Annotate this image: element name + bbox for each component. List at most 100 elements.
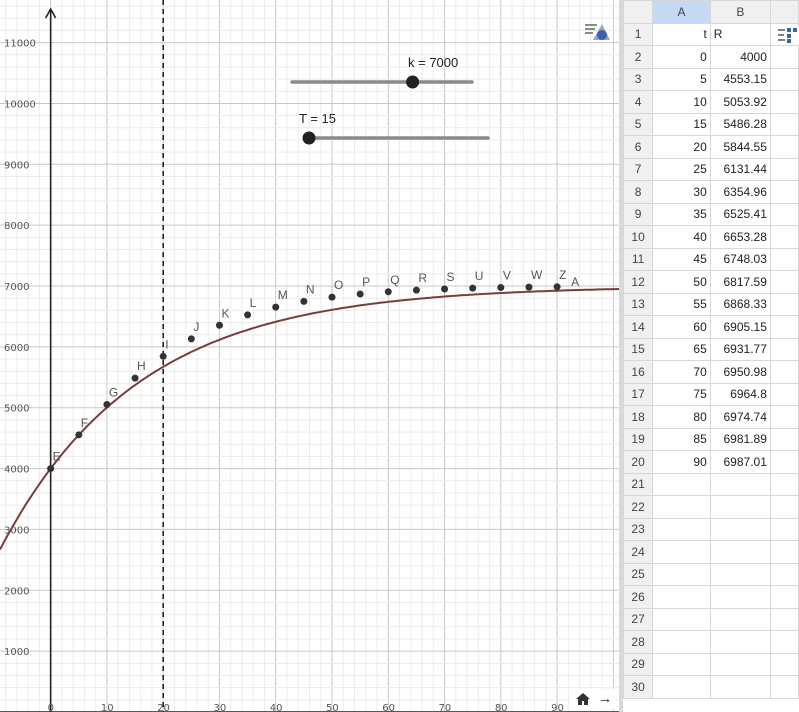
data-point[interactable] xyxy=(384,288,392,296)
home-button[interactable] xyxy=(570,689,596,709)
corner-cell[interactable] xyxy=(623,0,654,24)
row-header[interactable]: 14 xyxy=(623,315,654,339)
cell-c[interactable] xyxy=(769,337,799,361)
cell-c[interactable] xyxy=(769,67,799,91)
data-point[interactable] xyxy=(244,311,252,319)
cell-c[interactable] xyxy=(769,472,799,496)
cell-c[interactable] xyxy=(769,90,799,114)
cell-b[interactable] xyxy=(709,517,771,541)
row-header[interactable]: 1 xyxy=(623,22,654,46)
cell-a[interactable] xyxy=(652,630,711,654)
cell-a[interactable]: 0 xyxy=(652,45,711,69)
cell-a[interactable]: 80 xyxy=(652,405,711,429)
cell-c[interactable] xyxy=(769,450,799,474)
data-point[interactable] xyxy=(75,431,83,439)
cell-b1[interactable]: R xyxy=(709,22,771,46)
cell-b[interactable]: 4000 xyxy=(709,45,771,69)
row-header[interactable]: 11 xyxy=(623,247,654,271)
row-header[interactable]: 20 xyxy=(623,450,654,474)
cell-a[interactable] xyxy=(652,607,711,631)
cell-c[interactable] xyxy=(769,607,799,631)
cell-b[interactable]: 6974.74 xyxy=(709,405,771,429)
row-header[interactable]: 23 xyxy=(623,517,654,541)
cell-c[interactable] xyxy=(769,495,799,519)
cell-b[interactable]: 6354.96 xyxy=(709,180,771,204)
cell-a[interactable]: 90 xyxy=(652,450,711,474)
slider-knob[interactable] xyxy=(302,131,316,145)
cell-b[interactable]: 6987.01 xyxy=(709,450,771,474)
cell-b[interactable] xyxy=(709,472,771,496)
row-header[interactable]: 17 xyxy=(623,382,654,406)
cell-b[interactable] xyxy=(709,630,771,654)
cell-a[interactable]: 25 xyxy=(652,157,711,181)
cell-a[interactable] xyxy=(652,585,711,609)
cell-a[interactable] xyxy=(652,562,711,586)
row-header[interactable]: 25 xyxy=(623,562,654,586)
data-point[interactable] xyxy=(300,297,308,305)
cell-a[interactable]: 5 xyxy=(652,67,711,91)
cell-b[interactable]: 6931.77 xyxy=(709,337,771,361)
cell-a[interactable]: 30 xyxy=(652,180,711,204)
cell-c[interactable] xyxy=(769,135,799,159)
cell-b[interactable]: 6817.59 xyxy=(709,270,771,294)
cell-a1[interactable]: t xyxy=(652,22,711,46)
data-point[interactable] xyxy=(328,293,336,301)
cell-b[interactable] xyxy=(709,607,771,631)
style-bar-toggle-button[interactable] xyxy=(583,20,611,44)
row-header[interactable]: 19 xyxy=(623,427,654,451)
row-header[interactable]: 16 xyxy=(623,360,654,384)
cell-b[interactable] xyxy=(709,540,771,564)
data-point[interactable] xyxy=(159,352,167,360)
data-point[interactable] xyxy=(497,284,505,292)
row-header[interactable]: 13 xyxy=(623,292,654,316)
cell-b[interactable]: 5053.92 xyxy=(709,90,771,114)
spreadsheet-menu-button[interactable] xyxy=(777,26,799,44)
column-header-a[interactable]: A xyxy=(652,0,711,24)
row-header[interactable]: 28 xyxy=(623,630,654,654)
cell-a[interactable]: 40 xyxy=(652,225,711,249)
cell-c[interactable] xyxy=(769,517,799,541)
cell-b[interactable]: 6905.15 xyxy=(709,315,771,339)
data-point[interactable] xyxy=(525,283,533,291)
cell-a[interactable] xyxy=(652,517,711,541)
row-header[interactable]: 27 xyxy=(623,607,654,631)
data-point[interactable] xyxy=(553,283,561,291)
cell-a[interactable] xyxy=(652,540,711,564)
cell-c[interactable] xyxy=(769,652,799,676)
cell-a[interactable] xyxy=(652,675,711,699)
row-header[interactable]: 24 xyxy=(623,540,654,564)
function-curve[interactable] xyxy=(0,288,619,550)
cell-a[interactable]: 50 xyxy=(652,270,711,294)
cell-b[interactable]: 6868.33 xyxy=(709,292,771,316)
cell-c[interactable] xyxy=(769,382,799,406)
cell-b[interactable]: 6525.41 xyxy=(709,202,771,226)
data-point[interactable] xyxy=(47,465,55,473)
graphics-view[interactable]: 1000 2000 3000 4000 5000 6000 7000 8000 9000 1000… xyxy=(0,0,619,712)
cell-a[interactable] xyxy=(652,472,711,496)
row-header[interactable]: 4 xyxy=(623,90,654,114)
spreadsheet-view[interactable]: A B 1 t R 2 0 4000 3 5 4553.15 4 10 5053.92 5 15 54… xyxy=(623,0,799,712)
column-header-b[interactable]: B xyxy=(709,0,771,24)
row-header[interactable]: 5 xyxy=(623,112,654,136)
data-point[interactable] xyxy=(103,400,111,408)
cell-c[interactable] xyxy=(769,45,799,69)
row-header[interactable]: 9 xyxy=(623,202,654,226)
cell-c[interactable] xyxy=(769,630,799,654)
cell-b[interactable]: 6131.44 xyxy=(709,157,771,181)
data-point[interactable] xyxy=(187,335,195,343)
row-header[interactable]: 26 xyxy=(623,585,654,609)
column-header-c[interactable] xyxy=(769,0,799,24)
cell-b[interactable]: 6964.8 xyxy=(709,382,771,406)
cell-c[interactable] xyxy=(769,270,799,294)
row-header[interactable]: 6 xyxy=(623,135,654,159)
cell-a[interactable]: 70 xyxy=(652,360,711,384)
graphics-canvas[interactable]: 1000 2000 3000 4000 5000 6000 7000 8000 9000 1000… xyxy=(0,0,619,712)
row-header[interactable]: 7 xyxy=(623,157,654,181)
cell-a[interactable]: 15 xyxy=(652,112,711,136)
cell-b[interactable]: 6981.89 xyxy=(709,427,771,451)
cell-b[interactable] xyxy=(709,495,771,519)
data-point[interactable] xyxy=(272,303,280,311)
cell-c[interactable] xyxy=(769,315,799,339)
cell-c[interactable] xyxy=(769,562,799,586)
cell-b[interactable] xyxy=(709,652,771,676)
